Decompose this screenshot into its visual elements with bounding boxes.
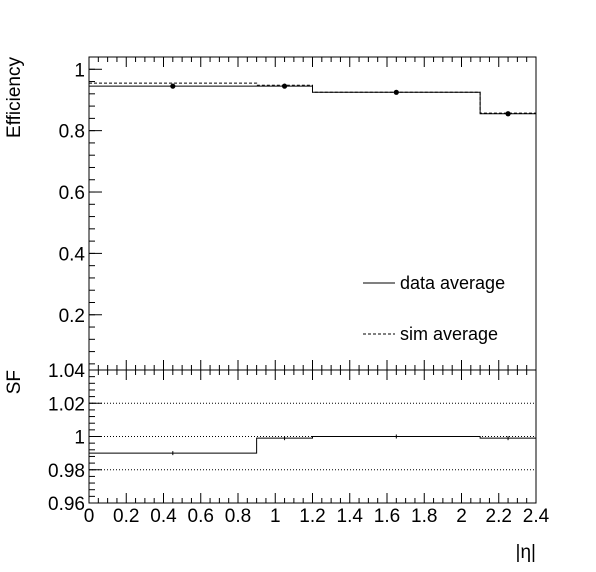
bottom-y-tick-label: 0.98 — [48, 461, 85, 482]
x-tick-label: 0 — [84, 506, 95, 527]
bottom-xlabel: |η| — [516, 542, 536, 563]
data-point — [505, 111, 511, 117]
top-y-tick-label: 0.8 — [59, 122, 85, 143]
top-ylabel: Efficiency — [4, 57, 25, 138]
x-tick-label: 1.2 — [299, 506, 325, 527]
data-point — [170, 83, 176, 89]
x-tick-label: 2.2 — [486, 506, 512, 527]
x-tick-label: 0.6 — [188, 506, 214, 527]
legend-sim-label: sim average — [400, 324, 498, 344]
x-tick-label: 0.4 — [150, 506, 177, 527]
top-y-tick-label: 0.6 — [59, 183, 85, 204]
x-tick-label: 1 — [270, 506, 281, 527]
bottom-y-tick-label: 1.04 — [48, 361, 85, 382]
bottom-y-tick-label: 1 — [74, 428, 85, 449]
sim-average-line — [89, 82, 536, 114]
bottom-y-tick-label: 0.96 — [48, 494, 85, 515]
bottom-y-tick-label: 1.02 — [48, 394, 85, 415]
x-tick-label: 2.4 — [523, 506, 550, 527]
x-tick-label: 0.8 — [225, 506, 251, 527]
x-tick-label: 1.6 — [374, 506, 400, 527]
x-tick-label: 1.4 — [337, 506, 364, 527]
bottom-panel: 0.96 0.98 1 1.02 1.04 0 0.2 0.4 0.6 0.8 1 1.2 1.4 1.6… — [48, 361, 550, 527]
x-tick-label: 1.8 — [411, 506, 437, 527]
sf-line — [89, 436, 536, 454]
legend-data-label: data average — [400, 273, 505, 293]
top-y-tick-label: 0.2 — [59, 306, 85, 327]
top-y-tick-label: 0.4 — [59, 244, 86, 265]
x-tick-label: 2 — [456, 506, 467, 527]
top-panel: 0.2 0.4 0.6 0.8 1 — [59, 56, 537, 370]
data-point — [393, 89, 399, 95]
bottom-ylabel: SF — [4, 370, 25, 394]
top-y-tick-label: 1 — [74, 60, 85, 81]
x-tick-label: 0.2 — [113, 506, 139, 527]
legend: data average sim average — [363, 273, 505, 344]
data-point — [281, 83, 288, 89]
